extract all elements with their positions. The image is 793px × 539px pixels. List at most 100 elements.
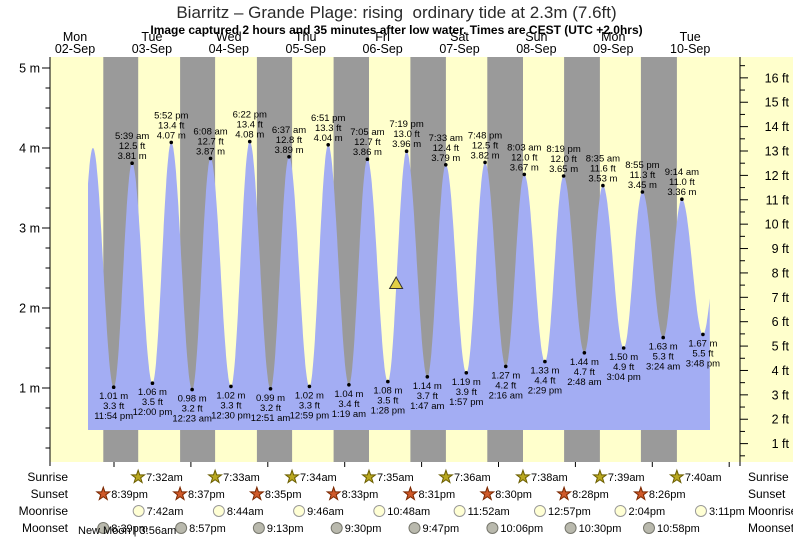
low-tide-dot	[347, 383, 351, 387]
high-tide-label: 4.07 m	[157, 130, 186, 141]
low-tide-dot	[190, 387, 194, 392]
high-tide-dot	[169, 140, 174, 145]
high-tide-label: 8:19 pm	[546, 144, 580, 155]
high-tide-label: 6:08 am	[193, 126, 227, 137]
moonrise-icon	[373, 505, 386, 517]
low-tide-label: 3.2 ft	[260, 403, 281, 414]
low-tide-label: 4.9 ft	[613, 362, 634, 373]
moonset-time: 10:06pm	[500, 523, 543, 535]
sunrise-icon	[207, 468, 224, 484]
low-tide-label: 12:23 am	[172, 414, 212, 425]
high-tide-label: 13.4 ft	[158, 120, 185, 131]
day-date-label: 07-Sep	[439, 42, 479, 56]
sunset-icon	[402, 485, 419, 501]
low-tide-dot	[386, 379, 390, 384]
low-tide-label: 12:30 pm	[211, 410, 251, 421]
moonset-row-label-left: Moonset	[21, 521, 68, 535]
high-tide-label: 3.82 m	[471, 150, 500, 161]
low-tide-label: 1.67 m	[688, 338, 717, 349]
sunrise-time: 7:36am	[454, 472, 491, 484]
sunrise-time: 7:39am	[608, 472, 645, 484]
high-tide-label: 6:37 am	[272, 125, 306, 136]
high-tide-label: 12.5 ft	[472, 140, 499, 151]
low-tide-label: 12:59 pm	[290, 410, 330, 421]
high-tide-label: 6:51 pm	[311, 113, 345, 124]
day-name-label: Tue	[680, 30, 701, 44]
low-tide-label: 3.3 ft	[299, 400, 320, 411]
low-tide-label: 1.06 m	[138, 387, 167, 398]
day-name-label: Mon	[63, 30, 87, 44]
high-tide-label: 3.87 m	[196, 146, 225, 157]
day-name-label: Wed	[216, 30, 242, 44]
day-date-label: 02-Sep	[55, 42, 95, 56]
high-tide-dot	[247, 139, 252, 144]
high-tide-label: 7:48 pm	[468, 130, 502, 141]
y-axis-right-label: 8 ft	[772, 266, 790, 280]
moonrise-time: 12:57pm	[548, 506, 591, 518]
y-axis-right-label: 1 ft	[772, 437, 790, 451]
sunrise-icon	[668, 468, 685, 484]
low-tide-label: 0.98 m	[178, 394, 207, 405]
y-axis-right-label: 13 ft	[765, 145, 790, 159]
high-tide-label: 8:35 am	[586, 154, 620, 165]
high-tide-label: 11.0 ft	[669, 177, 695, 188]
high-tide-dot	[561, 174, 566, 178]
low-tide-label: 1.01 m	[99, 391, 128, 402]
y-axis-right-label: 9 ft	[772, 242, 790, 256]
low-tide-label: 1.02 m	[295, 390, 324, 401]
high-tide-label: 4.08 m	[235, 130, 264, 141]
low-tide-dot	[268, 387, 273, 391]
low-tide-label: 1.63 m	[649, 342, 678, 353]
sunset-row-label-right: Sunset	[748, 487, 786, 501]
sunset-time: 8:33pm	[342, 489, 379, 501]
high-tide-label: 3.81 m	[118, 151, 147, 162]
high-tide-label: 3.79 m	[431, 153, 460, 164]
high-tide-dot	[601, 183, 605, 188]
sunrise-row-label-left: Sunrise	[27, 470, 68, 484]
y-axis-right-label: 7 ft	[772, 291, 790, 305]
low-tide-label: 2:29 pm	[528, 386, 562, 397]
moonrise-row-label-right: Moonrise	[748, 504, 793, 518]
sunrise-time: 7:34am	[300, 472, 337, 484]
day-date-label: 04-Sep	[209, 42, 249, 56]
high-tide-label: 3.36 m	[667, 187, 696, 198]
sunset-time: 8:35pm	[265, 489, 302, 501]
moonrise-time: 3:11pm	[709, 506, 745, 518]
low-tide-dot	[307, 384, 312, 389]
sunset-icon	[632, 485, 649, 501]
sunrise-icon	[438, 468, 454, 484]
moonset-time: 8:57pm	[189, 523, 226, 535]
day-date-label: 10-Sep	[670, 42, 710, 56]
sunset-icon	[95, 485, 112, 501]
high-tide-label: 12.0 ft	[550, 154, 577, 165]
sunset-time: 8:31pm	[418, 489, 455, 501]
high-tide-label: 12.7 ft	[354, 137, 381, 148]
high-tide-label: 3.45 m	[628, 180, 657, 191]
low-tide-label: 1.04 m	[334, 389, 363, 400]
y-axis-right-label: 15 ft	[765, 96, 790, 110]
low-tide-label: 1:47 am	[410, 401, 444, 412]
high-tide-dot	[326, 143, 330, 147]
high-tide-dot	[404, 149, 409, 153]
low-tide-label: 5.5 ft	[692, 348, 713, 359]
low-tide-dot	[582, 351, 587, 355]
sunset-time: 8:28pm	[572, 489, 609, 501]
day-name-label: Mon	[601, 30, 625, 44]
day-date-label: 05-Sep	[286, 42, 326, 56]
sunset-time: 8:39pm	[111, 489, 148, 501]
moonrise-time: 9:46am	[307, 506, 344, 518]
low-tide-label: 5.3 ft	[653, 352, 674, 363]
y-axis-left-label: 3 m	[19, 222, 40, 236]
sunrise-time: 7:32am	[146, 472, 183, 484]
chart-title: Biarritz – Grande Plage: rising ordinary…	[176, 3, 617, 22]
high-tide-label: 11.3 ft	[630, 170, 656, 181]
y-axis-right-label: 6 ft	[772, 315, 790, 329]
moonrise-time: 2:04pm	[628, 506, 665, 518]
moonrise-icon	[533, 505, 546, 517]
high-tide-label: 12.8 ft	[276, 135, 303, 146]
sunset-time: 8:26pm	[649, 489, 686, 501]
low-tide-label: 3:24 am	[646, 362, 680, 373]
day-date-label: 09-Sep	[593, 42, 633, 56]
low-tide-label: 2:48 am	[567, 377, 601, 388]
